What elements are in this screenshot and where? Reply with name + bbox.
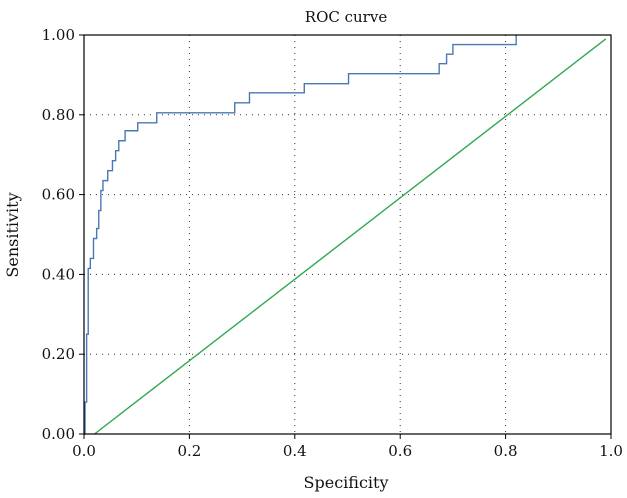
- x-tick-label: 0.0: [72, 442, 96, 460]
- plot-frame: [83, 34, 612, 435]
- chart-title: ROC curve: [305, 8, 388, 26]
- y-tick-label: 0.20: [42, 345, 75, 363]
- x-tick-label: 0.2: [177, 442, 201, 460]
- y-axis-label: Sensitivity: [3, 192, 22, 277]
- y-tick-label: 0.00: [42, 425, 75, 443]
- x-axis-label: Specificity: [304, 473, 389, 492]
- x-tick-label: 0.6: [388, 442, 412, 460]
- x-tick-label: 1.0: [599, 442, 623, 460]
- axis-layer: 0.0 0.2 0.4 0.6 0.8 1.0 0.00 0.20 0.40 0.60 0.80 1.…: [42, 26, 623, 460]
- y-tick-label: 1.00: [42, 26, 75, 44]
- y-tick-label: 0.80: [42, 106, 75, 124]
- y-tick-label: 0.60: [42, 186, 75, 204]
- x-tick-label: 0.4: [283, 442, 307, 460]
- x-tick-label: 0.8: [494, 442, 518, 460]
- reference-diagonal-line: [94, 38, 607, 435]
- series-layer: [84, 35, 607, 435]
- y-tick-label: 0.40: [42, 265, 75, 283]
- grid-layer: [84, 35, 611, 434]
- roc-curve-line: [84, 35, 517, 435]
